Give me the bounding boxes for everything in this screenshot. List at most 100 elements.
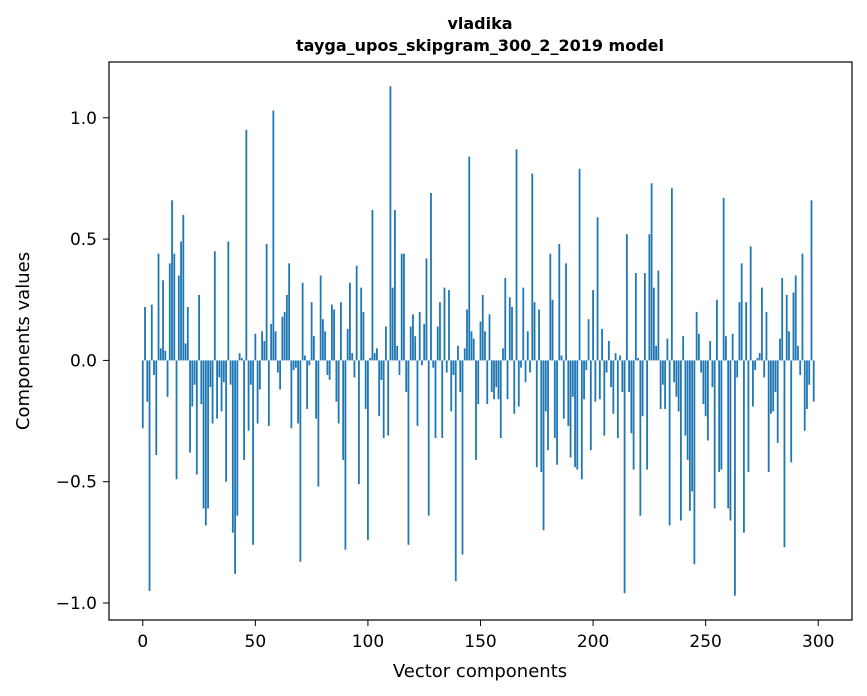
bar-228 xyxy=(655,345,658,361)
plot-frame xyxy=(108,61,853,621)
bar-132 xyxy=(439,302,441,361)
bar-106 xyxy=(380,360,383,380)
bar-208 xyxy=(610,360,612,388)
bar-108 xyxy=(385,326,387,361)
bar-210 xyxy=(614,353,617,361)
bar-2 xyxy=(146,360,149,402)
bar-168 xyxy=(520,360,522,368)
bar-76 xyxy=(312,336,315,361)
bar-221 xyxy=(639,360,642,516)
bar-4 xyxy=(150,304,153,361)
bar-149 xyxy=(477,360,480,405)
bar-203 xyxy=(598,360,601,400)
bar-55 xyxy=(265,243,268,361)
bar-191 xyxy=(571,360,574,397)
bar-229 xyxy=(657,270,660,361)
bar-181 xyxy=(549,253,552,361)
bar-294 xyxy=(803,360,806,431)
bar-217 xyxy=(630,360,633,434)
bar-9 xyxy=(162,280,164,361)
bar-152 xyxy=(484,331,486,361)
bar-165 xyxy=(513,360,516,414)
bar-95 xyxy=(355,265,358,361)
bar-34 xyxy=(218,360,221,378)
bar-48 xyxy=(249,360,252,385)
bar-225 xyxy=(648,234,651,361)
bar-187 xyxy=(562,360,565,419)
bar-260 xyxy=(727,360,730,509)
bar-41 xyxy=(234,360,236,574)
bar-250 xyxy=(704,360,707,417)
bar-189 xyxy=(567,360,570,426)
bar-127 xyxy=(427,360,430,516)
bar-51 xyxy=(256,360,259,424)
bar-121 xyxy=(414,336,417,361)
x-tick-label: 100 xyxy=(352,632,384,652)
bar-167 xyxy=(517,360,520,407)
bar-83 xyxy=(328,360,331,380)
bar-124 xyxy=(421,360,423,366)
bar-146 xyxy=(470,331,473,361)
bar-62 xyxy=(281,316,284,361)
bar-59 xyxy=(274,331,277,361)
bar-128 xyxy=(430,193,432,361)
bar-202 xyxy=(596,217,599,361)
bar-24 xyxy=(195,360,198,475)
bar-213 xyxy=(621,360,624,392)
bar-86 xyxy=(335,360,338,402)
bar-119 xyxy=(409,326,412,361)
bar-49 xyxy=(252,360,254,545)
bar-188 xyxy=(565,263,567,361)
bar-88 xyxy=(340,302,342,361)
bar-19 xyxy=(184,343,187,361)
chart-subtitle: tayga_upos_skipgram_300_2_2019 model xyxy=(296,36,664,55)
bar-17 xyxy=(180,241,182,361)
bar-70 xyxy=(299,360,302,562)
bar-163 xyxy=(508,297,511,361)
bar-22 xyxy=(191,360,194,407)
x-tick-label: 200 xyxy=(577,632,609,652)
bar-85 xyxy=(333,309,336,361)
bar-103 xyxy=(373,353,376,361)
bar-273 xyxy=(756,357,759,361)
bar-5 xyxy=(153,360,155,375)
bar-255 xyxy=(716,299,718,361)
bar-97 xyxy=(360,287,363,361)
bar-164 xyxy=(511,307,513,361)
bar-92 xyxy=(349,282,351,361)
bar-160 xyxy=(502,348,504,361)
bar-0 xyxy=(141,360,144,429)
bar-84 xyxy=(331,304,333,361)
bar-1 xyxy=(144,307,146,361)
bar-66 xyxy=(290,360,293,429)
bar-36 xyxy=(222,360,225,383)
bar-239 xyxy=(679,360,682,521)
bar-185 xyxy=(558,243,561,361)
bar-261 xyxy=(729,360,732,521)
x-tick-label: 0 xyxy=(137,632,148,652)
bar-147 xyxy=(472,338,475,361)
bar-63 xyxy=(283,311,286,361)
bar-207 xyxy=(607,341,610,361)
bar-174 xyxy=(533,302,536,361)
bar-67 xyxy=(292,360,295,371)
bar-69 xyxy=(297,360,300,424)
bar-111 xyxy=(391,287,394,361)
bar-141 xyxy=(459,360,462,392)
bar-156 xyxy=(493,360,495,400)
bar-46 xyxy=(245,129,248,361)
bar-248 xyxy=(700,360,703,373)
bar-235 xyxy=(670,188,673,361)
bar-279 xyxy=(770,360,772,414)
bar-226 xyxy=(650,183,653,361)
bar-253 xyxy=(711,360,714,388)
bar-289 xyxy=(792,292,795,361)
bar-271 xyxy=(752,360,754,407)
bar-230 xyxy=(659,360,662,409)
bar-272 xyxy=(754,360,757,371)
bar-277 xyxy=(765,311,768,361)
bar-137 xyxy=(450,360,453,412)
x-axis-label: Vector components xyxy=(393,661,567,682)
bar-33 xyxy=(216,360,218,419)
bar-60 xyxy=(276,360,279,373)
